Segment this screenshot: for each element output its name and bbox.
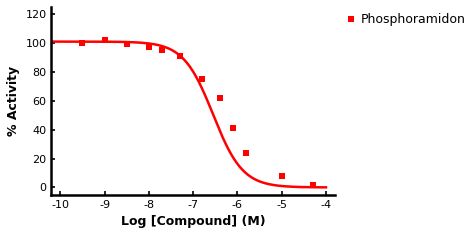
Phosphoramidon — [80, 42, 85, 44]
Phosphoramidon — [124, 43, 129, 46]
Phosphoramidon — [199, 78, 205, 81]
Phosphoramidon — [244, 151, 249, 154]
Line: Phosphoramidon: Phosphoramidon — [80, 37, 316, 187]
Phosphoramidon — [177, 55, 182, 57]
Phosphoramidon — [159, 49, 165, 52]
Phosphoramidon — [230, 127, 236, 130]
Phosphoramidon — [279, 174, 284, 177]
Legend: Phosphoramidon: Phosphoramidon — [347, 13, 465, 26]
Y-axis label: % Activity: % Activity — [7, 66, 20, 136]
X-axis label: Log [Compound] (M): Log [Compound] (M) — [121, 215, 265, 228]
Phosphoramidon — [102, 39, 108, 42]
Phosphoramidon — [146, 46, 152, 49]
Phosphoramidon — [310, 183, 316, 186]
Phosphoramidon — [217, 97, 223, 99]
